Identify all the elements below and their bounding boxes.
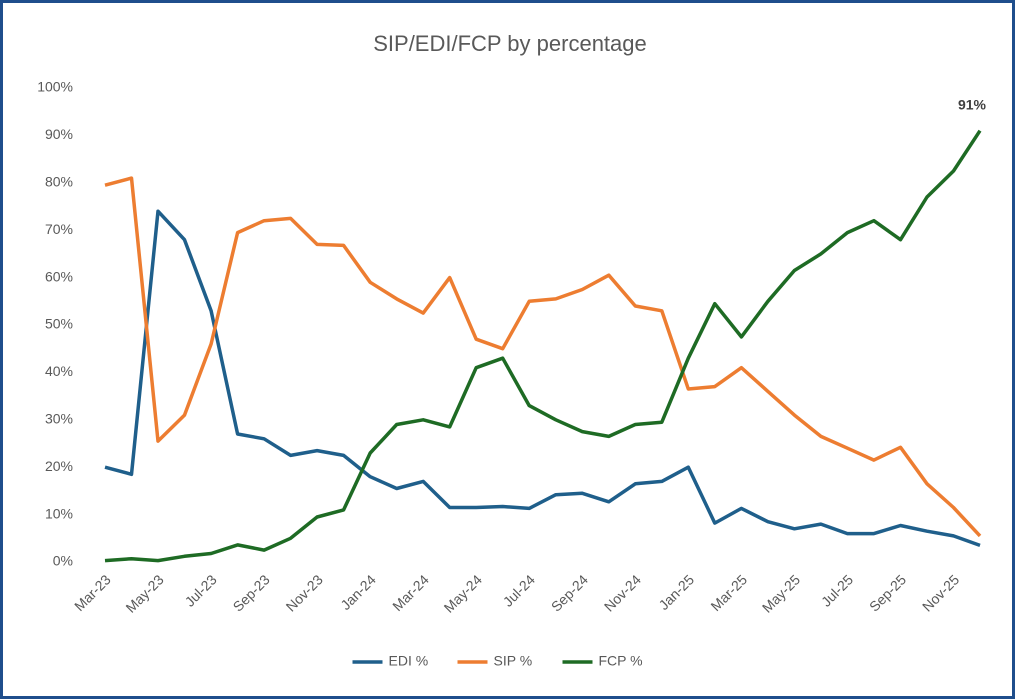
x-tick-label: Jan-25 <box>655 571 697 613</box>
x-tick-label: Jul-23 <box>182 571 220 609</box>
x-tick-label: Nov-23 <box>283 571 326 614</box>
chart-title: SIP/EDI/FCP by percentage <box>373 31 647 56</box>
series-line <box>104 129 982 563</box>
y-tick-label: 60% <box>45 268 73 284</box>
x-tick-label: Sep-25 <box>866 571 909 614</box>
data-label: 91% <box>958 96 987 112</box>
x-tick-label: Nov-25 <box>919 571 962 614</box>
y-tick-label: 90% <box>45 126 73 142</box>
y-tick-label: 10% <box>45 505 73 521</box>
y-tick-label: 40% <box>45 363 73 379</box>
y-tick-label: 80% <box>45 174 73 190</box>
x-tick-label: Mar-25 <box>707 571 750 614</box>
x-tick-label: Mar-24 <box>389 571 432 614</box>
y-tick-label: 20% <box>45 458 73 474</box>
x-tick-label: Sep-24 <box>548 571 591 614</box>
y-tick-label: 100% <box>37 79 73 95</box>
legend-label: SIP % <box>494 653 533 669</box>
series-line <box>104 176 982 538</box>
y-tick-label: 70% <box>45 221 73 237</box>
y-tick-label: 30% <box>45 411 73 427</box>
x-tick-label: Jul-24 <box>500 571 538 609</box>
y-tick-label: 50% <box>45 316 73 332</box>
x-tick-label: Sep-23 <box>230 571 273 614</box>
x-tick-label: Nov-24 <box>601 571 644 614</box>
x-tick-label: Jul-25 <box>818 571 856 609</box>
x-tick-label: May-25 <box>759 571 803 615</box>
x-tick-label: Jan-24 <box>337 571 379 613</box>
y-tick-label: 0% <box>53 553 73 569</box>
legend-label: EDI % <box>389 653 429 669</box>
x-tick-label: May-24 <box>441 571 485 615</box>
legend-label: FCP % <box>599 653 643 669</box>
x-tick-label: May-23 <box>122 571 166 615</box>
x-tick-label: Mar-23 <box>71 571 114 614</box>
series-line <box>104 209 981 548</box>
